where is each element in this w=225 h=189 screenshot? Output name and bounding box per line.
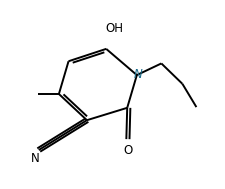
Text: O: O [123, 144, 132, 157]
Text: N: N [133, 68, 142, 81]
Text: N: N [31, 152, 39, 165]
Text: OH: OH [105, 22, 123, 35]
